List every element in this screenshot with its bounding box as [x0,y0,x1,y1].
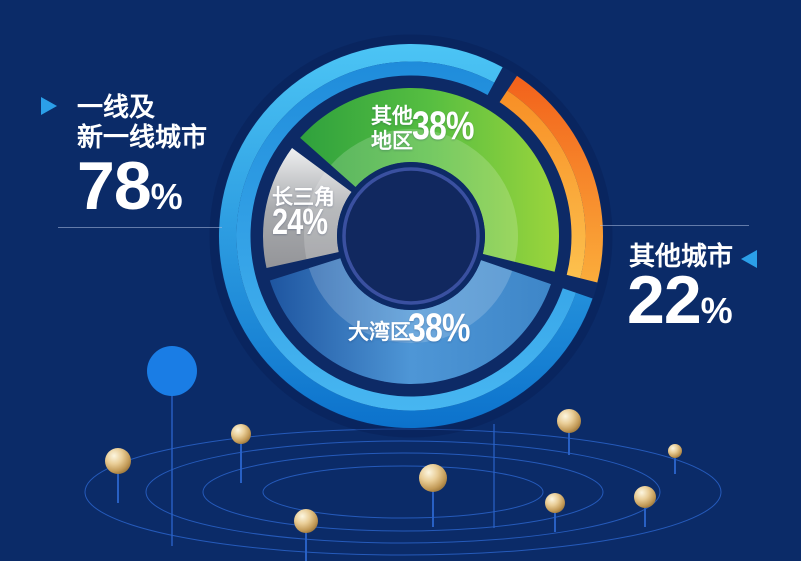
gold-sphere [294,509,318,533]
orbit-ring [84,428,722,556]
right-divider-line [600,225,749,226]
right-triangle-icon [41,97,57,115]
left-divider-line [58,227,222,228]
segment-label-yangtze-delta: 长三角 [272,186,335,209]
gold-sphere [105,448,131,474]
segment-pct-greater-bay: 38% [408,306,470,350]
donut-inner-segment-other-regions [300,87,559,272]
left-triangle-icon [741,250,757,268]
right-stat-label: 其他城市 [629,241,734,271]
donut-inner-highlight-yangtze-delta [304,172,352,260]
gold-sphere [668,444,682,458]
left-stat-value: 78% [77,148,183,224]
segment-label-other-regions: 其他 地区 [371,105,413,153]
gold-sphere [545,493,565,513]
donut-inner-segment-greater-bay [269,258,551,385]
donut-outer-segment-inner-band-other-cities [499,90,586,279]
donut-inner-segment-yangtze-delta [263,147,352,269]
right-stat-value: 22% [627,262,733,338]
segment-label-greater-bay: 大湾区 [348,321,411,344]
gold-sphere [634,486,656,508]
gold-sphere [419,464,447,492]
orbit-ring [145,440,661,544]
orbit-ring [202,452,604,532]
segment-pct-yangtze-delta: 24% [272,201,328,242]
blue-dot [147,346,197,396]
gold-sphere [557,409,581,433]
donut-outer-segment-other-cities [507,75,604,283]
left-stat-label: 一线及 新一线城市 [77,92,208,152]
orbit-ring [262,465,544,519]
segment-pct-other-regions: 38% [412,104,474,148]
donut-halo [209,34,613,438]
donut-inner-highlight-other-regions [330,128,518,262]
donut-hole [342,167,480,305]
gold-sphere [231,424,251,444]
donut-inner-highlight-greater-bay [308,258,513,344]
